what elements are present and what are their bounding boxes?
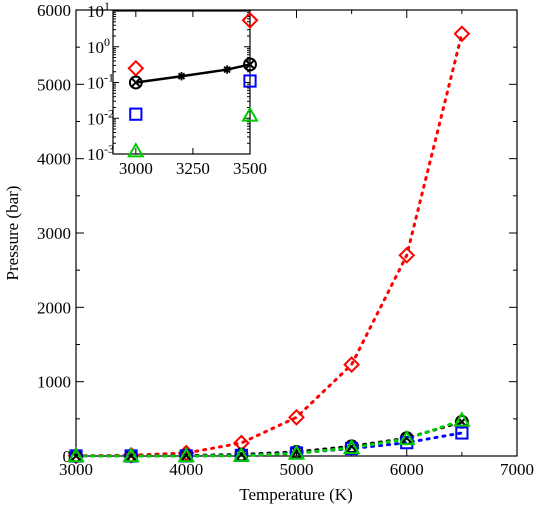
- inset-series-4-point-1: [241, 106, 259, 122]
- inset-series-2-point-0: [177, 72, 186, 81]
- inset-series-1-point-1-cross-b: [245, 59, 255, 70]
- series-3-point-4: [287, 444, 306, 460]
- x-tick-label-2: 5000: [280, 460, 314, 479]
- inset-series-1-point-0-cross-b: [130, 77, 141, 88]
- series-3-point-2: [177, 446, 195, 463]
- inset-series-4-point-0-shape: [127, 142, 145, 158]
- series-3-point-3-shape: [232, 446, 251, 462]
- inset-black-line: [135, 63, 251, 84]
- x-tick-label-1: 4000: [169, 460, 203, 479]
- inset-series-0-point-0: [127, 59, 145, 77]
- y-axis-title: Pressure (bar): [3, 186, 22, 281]
- inset-x-tick-label-0: 3000: [119, 159, 153, 178]
- series-1-point-4-cross-b: [291, 447, 302, 457]
- y-tick-label-6: 6000: [37, 1, 71, 20]
- inset-series-4-point-0: [127, 142, 145, 158]
- series-3-point-6: [398, 429, 416, 446]
- main-series-layer: [67, 25, 471, 465]
- series-3-point-0: [67, 446, 85, 463]
- series-3-point-7: [453, 411, 471, 427]
- x-tick-label-0: 3000: [59, 460, 93, 479]
- series-3-point-6-shape: [398, 429, 416, 446]
- inset-series-layer: [127, 11, 259, 158]
- inset-y-tick-label-4: 101: [87, 0, 110, 21]
- inset-series-2-point-1-arm-3: [223, 65, 231, 74]
- x-tick-label-4: 7000: [500, 460, 534, 479]
- inset-y-tick-exponent-1: -2: [104, 106, 114, 120]
- series-0-point-5: [343, 356, 361, 373]
- inset-y-tick-label-1: 10-2: [87, 106, 114, 128]
- inset-series-4-point-1-shape: [241, 106, 259, 122]
- inset-y-tick-label-2: 10-1: [87, 71, 114, 93]
- inset-series-3-point-1: [243, 74, 257, 88]
- x-tick-label-3: 6000: [390, 460, 424, 479]
- series-3-point-4-shape: [287, 444, 306, 460]
- inset-y-tick-exponent-3: 0: [104, 35, 110, 49]
- inset-series-2-point-1: [222, 65, 232, 74]
- series-3-point-3: [232, 446, 251, 462]
- series-2-point-7-shape: [455, 426, 469, 440]
- main-axis-ticks: 3000 4000 5000 6000 700001000200030004000500…: [37, 1, 534, 479]
- series-3-point-1-shape: [122, 446, 140, 463]
- inset-y-tick-exponent-2: -1: [104, 71, 114, 85]
- series-3-line: [74, 418, 464, 458]
- y-tick-label-5: 5000: [37, 75, 71, 94]
- inset-y-tick-exponent-0: -3: [104, 142, 114, 156]
- series-2-point-7: [455, 426, 469, 440]
- inset-y-tick-label-3: 100: [87, 35, 110, 57]
- inset-series-3-point-0-shape: [129, 107, 143, 121]
- inset-series-1-point-1-shape: [243, 57, 257, 72]
- y-tick-label-3: 3000: [37, 224, 71, 243]
- series-3-point-2-shape: [177, 446, 195, 463]
- series-0-point-6: [398, 246, 416, 264]
- inset-series-0-point-1-shape: [241, 11, 259, 29]
- inset-series-3-point-1-shape: [243, 74, 257, 88]
- series-3-point-5-shape: [342, 438, 361, 455]
- series-2-point-5: [345, 441, 359, 456]
- series-0-point-4-shape: [288, 408, 305, 426]
- series-0-point-6-shape: [398, 246, 416, 264]
- inset-y-tick-label-0: 10-3: [87, 142, 114, 164]
- y-tick-label-0: 0: [63, 447, 72, 466]
- y-tick-label-2: 2000: [37, 298, 71, 317]
- inset-y-tick-exponent-4: 1: [104, 0, 110, 13]
- inset-series-0-point-1: [241, 11, 259, 29]
- inset-x-tick-label-2: 3500: [233, 159, 267, 178]
- inset-series-2-point-0-arm-3: [177, 72, 186, 80]
- inset-series-1-point-0: [128, 75, 143, 90]
- inset-series-1-point-0-shape: [128, 75, 143, 90]
- series-0-point-7: [453, 25, 471, 43]
- inset-series-3-point-0: [129, 107, 143, 121]
- inset-x-tick-label-1: 3250: [176, 159, 210, 178]
- series-3-point-7-shape: [453, 411, 471, 427]
- series-3-point-1: [122, 446, 140, 463]
- series-2-point-5-shape: [345, 441, 359, 456]
- y-tick-label-1: 1000: [37, 373, 71, 392]
- inset-frame: [112, 10, 251, 155]
- y-tick-label-4: 4000: [37, 150, 71, 169]
- series-3-point-5: [342, 438, 361, 455]
- inset-series-1-point-1: [243, 57, 257, 72]
- series-0-point-5-shape: [343, 356, 361, 373]
- series-3-point-0-shape: [67, 446, 85, 463]
- x-axis-title: Temperature (K): [239, 485, 353, 504]
- series-0-point-4: [288, 408, 305, 426]
- series-0-point-7-shape: [453, 25, 471, 43]
- inset-series-0-point-0-shape: [127, 59, 145, 77]
